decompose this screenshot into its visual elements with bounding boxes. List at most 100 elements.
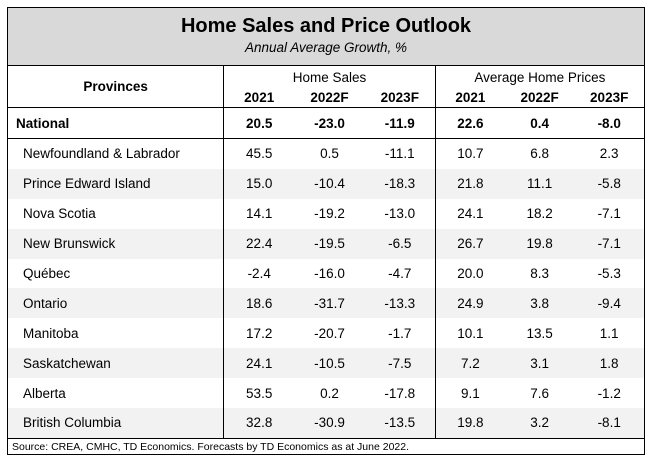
row-label: Manitoba bbox=[23, 325, 79, 341]
table-cell: 3.1 bbox=[504, 348, 575, 379]
table-cell: 26.7 bbox=[434, 228, 505, 259]
table-cell: -20.7 bbox=[314, 325, 345, 341]
table-cell: -5.8 bbox=[574, 168, 644, 199]
avg-prices-header: Average Home Prices bbox=[434, 66, 644, 88]
table-cell: -13.0 bbox=[384, 206, 416, 222]
table-cell: 24.1 bbox=[223, 348, 295, 379]
table-row: Nova Scotia 14.1 -19.2 -13.0 24.1 18.2 -7.1 bbox=[8, 198, 644, 229]
table-cell: 24.1 bbox=[434, 198, 505, 229]
title-block: Home Sales and Price Outlook Annual Aver… bbox=[8, 8, 644, 66]
table-cell: 8.3 bbox=[530, 266, 550, 281]
table-cell: 10.1 bbox=[434, 318, 505, 349]
year-header: 2022F bbox=[294, 88, 365, 108]
table-cell: 3.8 bbox=[504, 288, 575, 319]
table-cell: -9.4 bbox=[574, 288, 644, 319]
table-cell: 0.2 bbox=[320, 385, 339, 401]
table-cell: 17.2 bbox=[223, 318, 295, 349]
row-label: National bbox=[8, 107, 224, 139]
table-cell: -8.0 bbox=[574, 107, 644, 139]
table-row: New Brunswick 22.4 -19.5 -6.5 26.7 19.8 -7.1 bbox=[8, 228, 644, 259]
national-row: National 20.5 -23.0 -11.9 22.6 0.4 -8.0 bbox=[8, 107, 644, 139]
table-cell: -18.3 bbox=[364, 168, 436, 199]
row-label: Newfoundland & Labrador bbox=[23, 146, 180, 162]
table-cell: -2.4 bbox=[223, 258, 295, 289]
table-cell: 3.2 bbox=[504, 408, 575, 438]
table-cell: 9.1 bbox=[434, 378, 505, 409]
table-cell: -1.2 bbox=[597, 385, 621, 401]
table-cell: -13.5 bbox=[364, 408, 436, 438]
table-cell: 24.9 bbox=[434, 288, 505, 319]
table-cell: -5.3 bbox=[597, 266, 621, 281]
table-cell: -19.2 bbox=[314, 206, 345, 222]
row-label: British Columbia bbox=[8, 408, 224, 438]
table-cell: 45.5 bbox=[223, 138, 295, 169]
year-header: 2021 bbox=[223, 88, 295, 108]
table-cell: -11.9 bbox=[364, 107, 436, 139]
table-cell: -10.4 bbox=[294, 168, 365, 199]
table-cell: 0.5 bbox=[320, 146, 339, 162]
table-cell: 53.5 bbox=[223, 378, 295, 409]
table-cell: 7.2 bbox=[434, 348, 505, 379]
table-cell: -1.7 bbox=[388, 325, 412, 341]
table-cell: -7.1 bbox=[574, 228, 644, 259]
table-row: Manitoba 17.2 -20.7 -1.7 10.1 13.5 1.1 bbox=[8, 318, 644, 349]
table-cell: -30.9 bbox=[294, 408, 365, 438]
row-label: Saskatchewan bbox=[8, 348, 224, 379]
table-cell: -8.1 bbox=[574, 408, 644, 438]
year-header: 2023F bbox=[574, 88, 644, 108]
table-cell: -11.1 bbox=[384, 146, 415, 162]
table-row: Québec -2.4 -16.0 -4.7 20.0 8.3 -5.3 bbox=[8, 258, 644, 289]
table-cell: 21.8 bbox=[434, 168, 505, 199]
table-cell: 18.2 bbox=[526, 206, 553, 222]
row-label: Ontario bbox=[8, 288, 224, 319]
provinces-header: Provinces bbox=[8, 66, 224, 108]
table-cell: 10.7 bbox=[434, 138, 505, 169]
table-cell: 14.1 bbox=[223, 198, 295, 229]
table-row: Prince Edward Island 15.0 -10.4 -18.3 21.8 11… bbox=[8, 168, 644, 199]
table-cell: 20.5 bbox=[223, 107, 295, 139]
table-cell: 18.6 bbox=[223, 288, 295, 319]
row-label: Prince Edward Island bbox=[8, 168, 224, 199]
table-cell: 32.8 bbox=[223, 408, 295, 438]
table-row: Alberta 53.5 0.2 -17.8 9.1 7.6 -1.2 bbox=[8, 378, 644, 409]
table-cell: -23.0 bbox=[294, 107, 365, 139]
table-cell: -13.3 bbox=[364, 288, 436, 319]
table-row: British Columbia 32.8 -30.9 -13.5 19.8 3.2 -8.… bbox=[8, 408, 644, 438]
year-header: 2023F bbox=[364, 88, 436, 108]
table-cell: -7.5 bbox=[364, 348, 436, 379]
table-cell: -17.8 bbox=[384, 385, 416, 401]
table-cell: -4.7 bbox=[388, 266, 412, 281]
table-cell: 20.0 bbox=[434, 258, 505, 289]
table-subtitle: Annual Average Growth, % bbox=[244, 40, 408, 55]
table-cell: 19.8 bbox=[434, 408, 505, 438]
row-label: New Brunswick bbox=[8, 228, 224, 259]
table-cell: 2.3 bbox=[599, 146, 619, 162]
table-cell: 0.4 bbox=[504, 107, 575, 139]
table-row: Newfoundland & Labrador 45.5 0.5 -11.1 10.7 6… bbox=[8, 138, 644, 169]
table-cell: -19.5 bbox=[294, 228, 365, 259]
table-cell: 15.0 bbox=[223, 168, 295, 199]
table-cell: 1.8 bbox=[574, 348, 644, 379]
table-cell: -6.5 bbox=[364, 228, 436, 259]
row-label: Québec bbox=[23, 266, 71, 281]
year-header: 2021 bbox=[434, 88, 505, 108]
table-cell: 19.8 bbox=[504, 228, 575, 259]
source-note: Source: CREA, CMHC, TD Economics. Foreca… bbox=[8, 437, 644, 456]
table-row: Saskatchewan 24.1 -10.5 -7.5 7.2 3.1 1.8 bbox=[8, 348, 644, 379]
home-sales-header: Home Sales bbox=[223, 66, 436, 88]
table-title: Home Sales and Price Outlook bbox=[180, 15, 472, 37]
table-cell: -16.0 bbox=[314, 266, 345, 281]
table-cell: 7.6 bbox=[530, 385, 550, 401]
row-label: Alberta bbox=[23, 385, 66, 401]
table-row: Ontario 18.6 -31.7 -13.3 24.9 3.8 -9.4 bbox=[8, 288, 644, 319]
table-cell: 1.1 bbox=[599, 325, 619, 341]
table-cell: 22.4 bbox=[223, 228, 295, 259]
year-header: 2022F bbox=[504, 88, 575, 108]
table-cell: -31.7 bbox=[294, 288, 365, 319]
table-cell: 11.1 bbox=[504, 168, 575, 199]
table-cell: 13.5 bbox=[526, 325, 553, 341]
table-cell: 6.8 bbox=[530, 146, 550, 162]
outlook-table-panel: Home Sales and Price Outlook Annual Aver… bbox=[7, 7, 645, 455]
outlook-table: Provinces Home Sales Average Home Prices… bbox=[8, 66, 644, 438]
table-cell: -7.1 bbox=[597, 206, 621, 222]
